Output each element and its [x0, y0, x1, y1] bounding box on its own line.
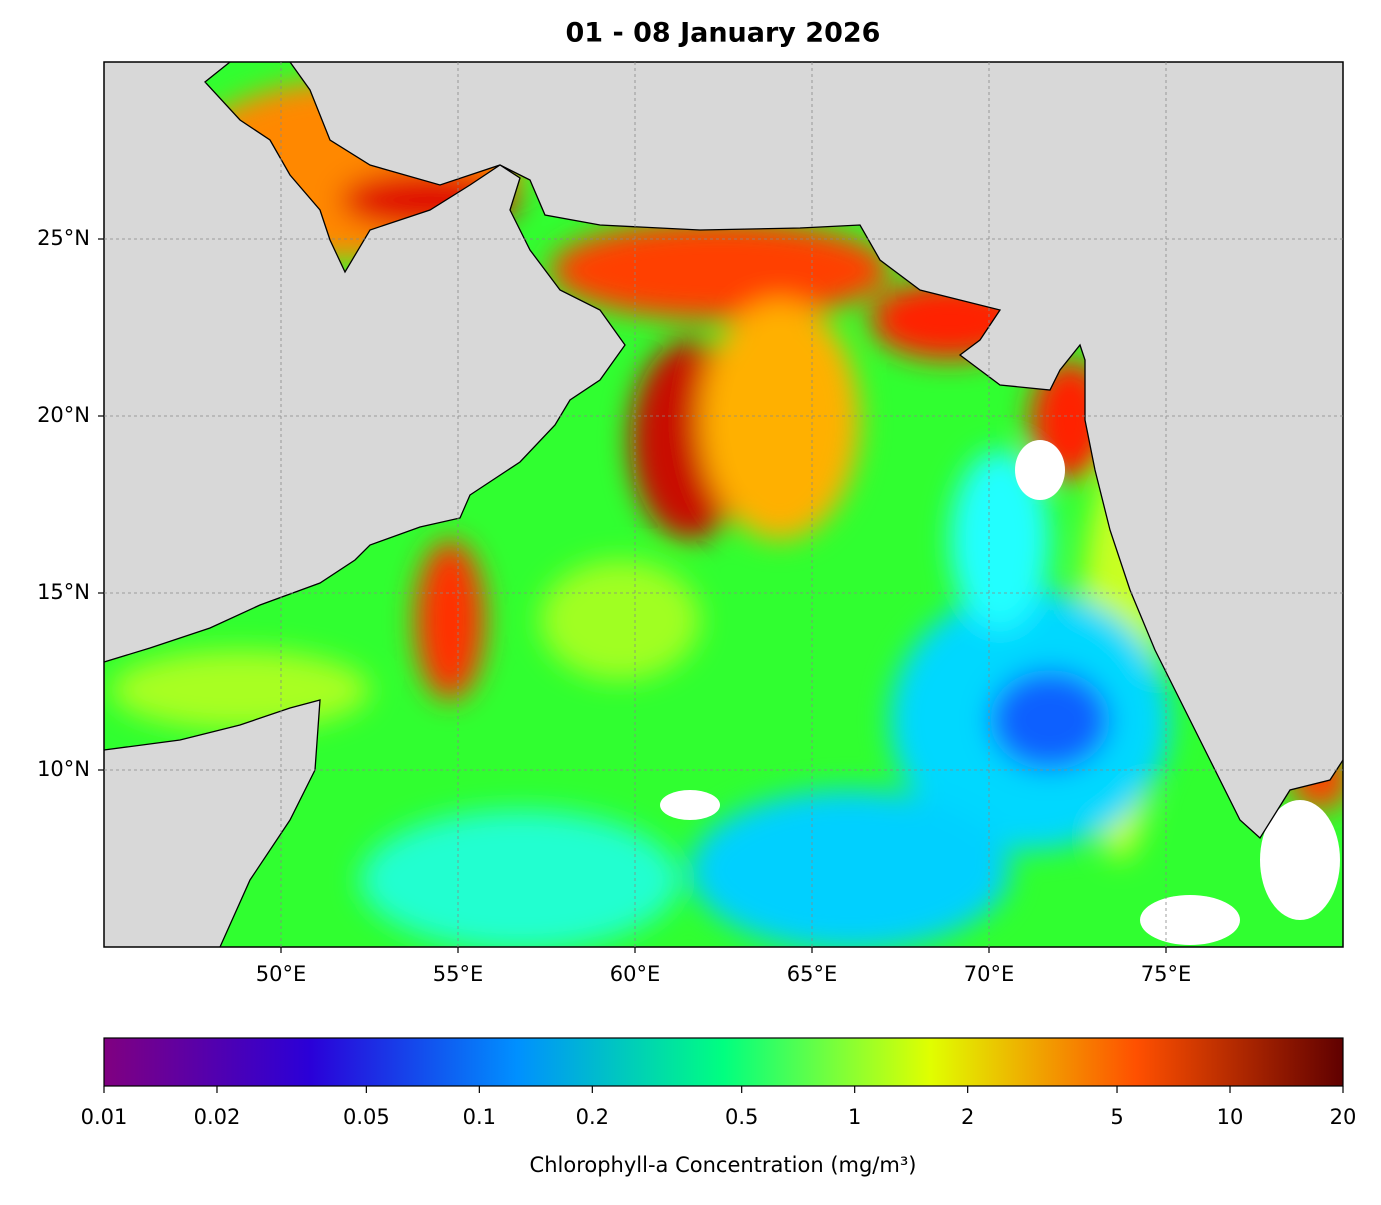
- colorbar-tick-label: 0.2: [576, 1105, 609, 1129]
- x-tick-label: 65°E: [787, 962, 838, 986]
- colorbar-tick-label: 10: [1217, 1105, 1244, 1129]
- colorbar-tick-label: 0.1: [463, 1105, 496, 1129]
- x-tick-label: 70°E: [964, 962, 1015, 986]
- x-tick-label: 55°E: [433, 962, 484, 986]
- colorbar-tick-label: 20: [1330, 1105, 1357, 1129]
- x-tick-label: 75°E: [1141, 962, 1192, 986]
- colorbar-tick-label: 0.02: [194, 1105, 241, 1129]
- y-tick-label: 10°N: [37, 757, 90, 781]
- colorbar-tick-label: 1: [848, 1105, 861, 1129]
- x-tick-label: 60°E: [610, 962, 661, 986]
- colorbar-tick-label: 2: [961, 1105, 974, 1129]
- map-frame: [103, 61, 1344, 948]
- coastline: [103, 61, 1344, 948]
- colorbar-tick-label: 0.5: [725, 1105, 758, 1129]
- colorbar-label: Chlorophyll-a Concentration (mg/m³): [530, 1153, 917, 1177]
- y-tick-label: 20°N: [37, 403, 90, 427]
- colorbar-tick-label: 0.01: [81, 1105, 128, 1129]
- colorbar-tick-label: 5: [1110, 1105, 1123, 1129]
- colorbar-tick-label: 0.05: [343, 1105, 390, 1129]
- map-title: 01 - 08 January 2026: [566, 18, 881, 49]
- colorbar: [103, 1037, 1344, 1087]
- x-tick-label: 50°E: [256, 962, 307, 986]
- y-tick-label: 15°N: [37, 580, 90, 604]
- y-tick-label: 25°N: [37, 226, 90, 250]
- map-area: [103, 61, 1344, 948]
